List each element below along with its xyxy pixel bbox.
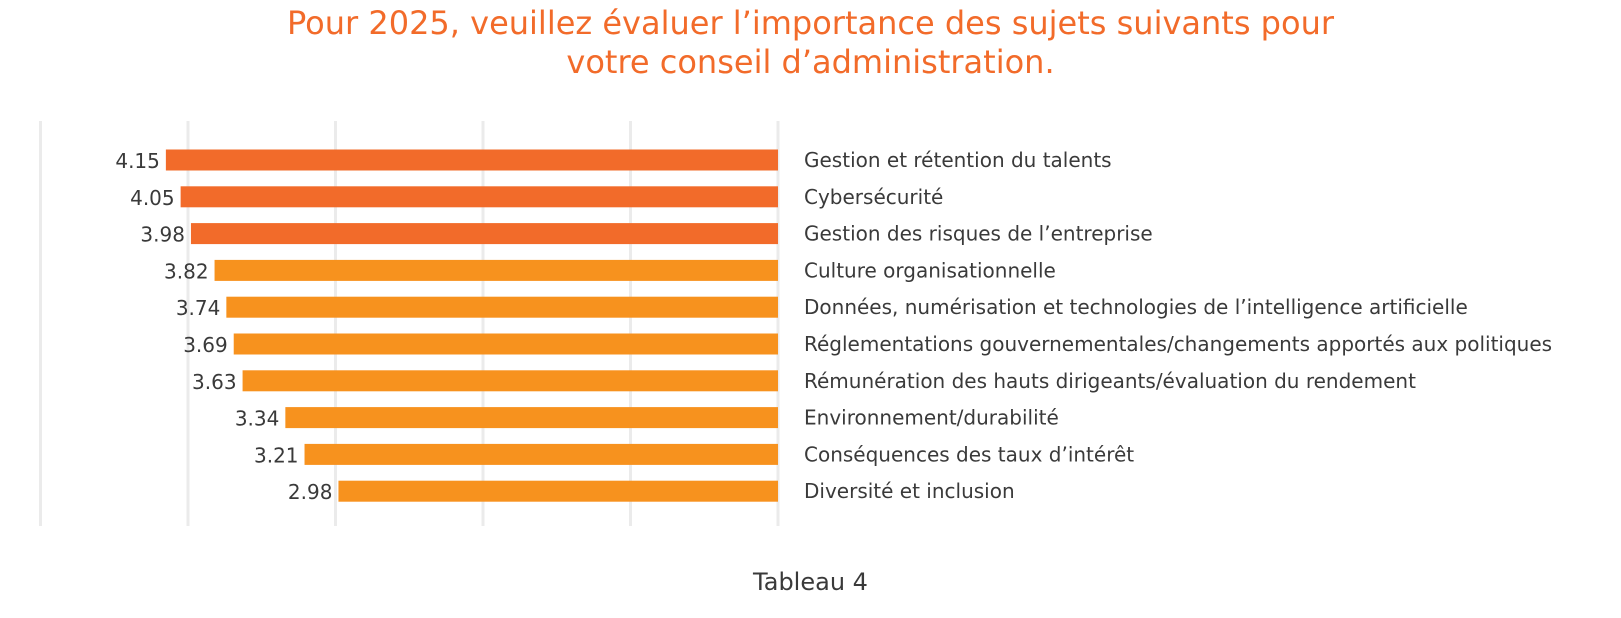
bar xyxy=(165,149,778,171)
labels: 4.15 Gestion et rétention du talents 4.05 C… xyxy=(115,148,1552,504)
bar-value-label: 3.34 xyxy=(235,407,280,431)
category-label: Gestion et rétention du talents xyxy=(804,148,1112,172)
bar-value-label: 3.98 xyxy=(140,223,185,247)
bar-value-label: 3.74 xyxy=(176,296,221,320)
bar-value-label: 3.69 xyxy=(183,333,228,357)
category-label: Données, numérisation et technologies de… xyxy=(804,295,1468,319)
chart-title: Pour 2025, veuillez évaluer l’importance… xyxy=(0,4,1621,82)
bar xyxy=(285,407,778,429)
category-label: Diversité et inclusion xyxy=(804,479,1015,503)
category-label: Gestion des risques de l’entreprise xyxy=(804,222,1153,246)
category-label: Cybersécurité xyxy=(804,185,943,209)
bar-value-label: 3.21 xyxy=(254,443,299,467)
category-label: Conséquences des taux d’intérêt xyxy=(804,442,1134,466)
bar-value-label: 3.82 xyxy=(164,259,209,283)
category-label: Réglementations gouvernementales/changem… xyxy=(804,332,1552,356)
bar xyxy=(233,333,779,355)
bar xyxy=(338,480,778,502)
bars xyxy=(165,149,779,502)
category-label: Culture organisationnelle xyxy=(804,258,1056,282)
bar xyxy=(214,259,779,281)
bar xyxy=(226,296,779,318)
category-label: Rémunération des hauts dirigeants/évalua… xyxy=(804,369,1416,393)
chart-title-line-1: Pour 2025, veuillez évaluer l’importance… xyxy=(287,4,1334,42)
bar xyxy=(242,370,778,392)
bar xyxy=(304,443,778,465)
bar xyxy=(190,223,778,245)
bar-value-label: 4.05 xyxy=(130,186,175,210)
bar-value-label: 3.63 xyxy=(192,370,237,394)
bar-value-label: 2.98 xyxy=(288,480,333,504)
chart-caption: Tableau 4 xyxy=(753,568,868,596)
gridlines xyxy=(39,121,780,526)
bar xyxy=(180,186,778,208)
bar-value-label: 4.15 xyxy=(115,149,160,173)
category-label: Environnement/durabilité xyxy=(804,406,1059,430)
chart-title-line-2: votre conseil d’administration. xyxy=(566,43,1055,81)
